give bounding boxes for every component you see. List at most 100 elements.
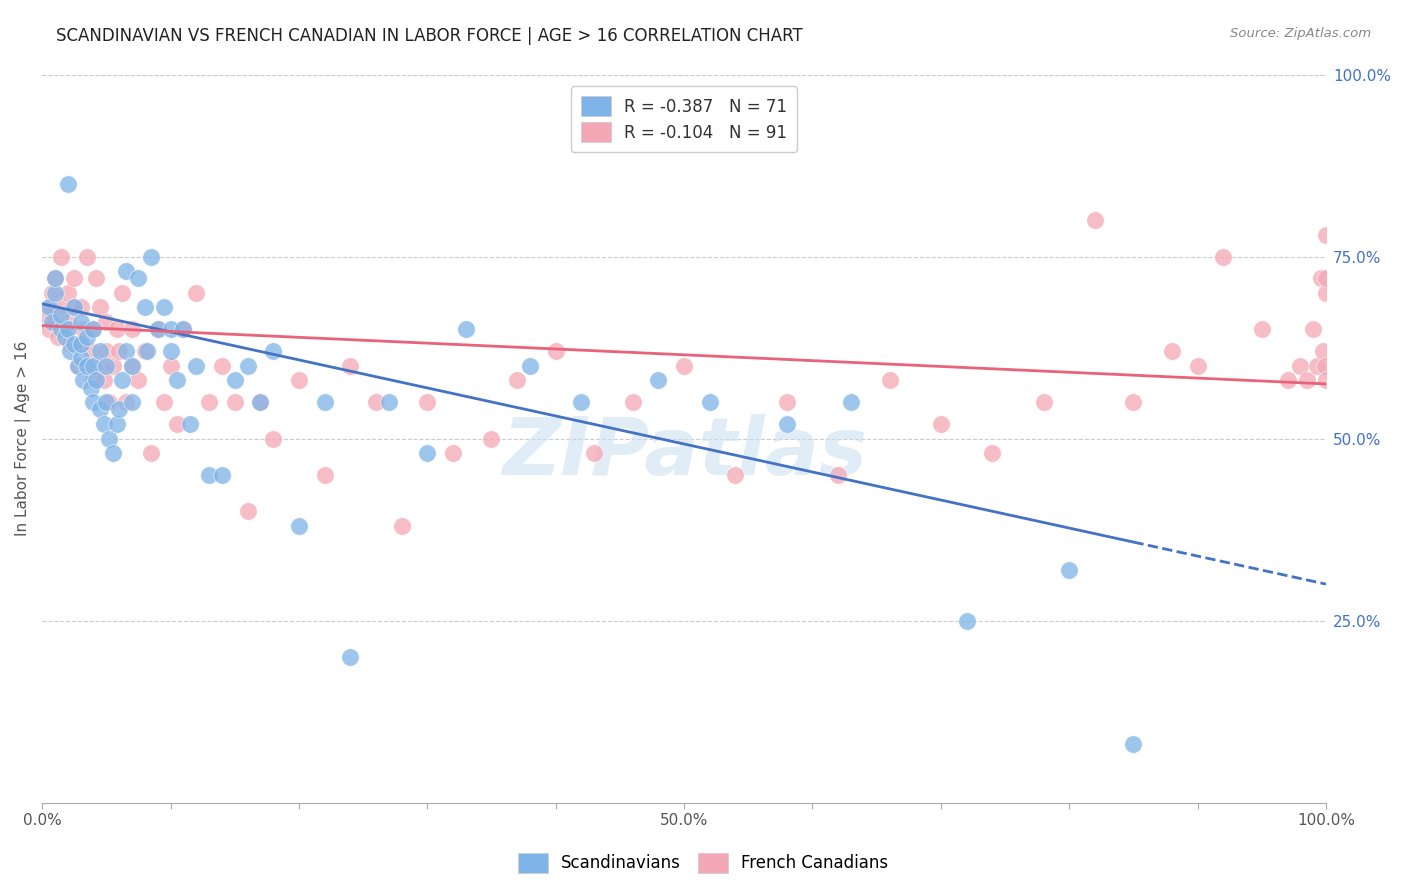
- Point: [53, 322, 76, 336]
- Point: [39, 301, 62, 315]
- Point: [236, 504, 259, 518]
- Text: Source: ZipAtlas.com: Source: ZipAtlas.com: [1230, 27, 1371, 40]
- Point: [41, 285, 63, 300]
- Point: [96, 395, 118, 409]
- Point: [211, 467, 233, 482]
- Point: [211, 359, 233, 373]
- Point: [59, 344, 82, 359]
- Point: [69, 351, 91, 366]
- Point: [89, 301, 111, 315]
- Point: [981, 446, 1004, 460]
- Point: [93, 373, 115, 387]
- Point: [89, 344, 111, 359]
- Point: [172, 322, 194, 336]
- Point: [186, 285, 208, 300]
- Point: [63, 337, 86, 351]
- Point: [262, 344, 284, 359]
- Point: [84, 271, 107, 285]
- Point: [101, 446, 124, 460]
- Point: [1315, 285, 1337, 300]
- Point: [111, 285, 134, 300]
- Point: [647, 373, 669, 387]
- Point: [105, 322, 128, 336]
- Point: [67, 359, 90, 373]
- Point: [38, 301, 60, 315]
- Point: [114, 344, 136, 359]
- Point: [46, 329, 69, 343]
- Point: [481, 432, 503, 446]
- Point: [288, 519, 311, 533]
- Point: [159, 322, 181, 336]
- Point: [114, 264, 136, 278]
- Point: [97, 432, 120, 446]
- Point: [198, 467, 221, 482]
- Point: [776, 395, 799, 409]
- Point: [198, 395, 221, 409]
- Point: [153, 395, 176, 409]
- Point: [569, 395, 592, 409]
- Point: [839, 395, 862, 409]
- Point: [288, 373, 311, 387]
- Point: [724, 467, 747, 482]
- Point: [44, 285, 66, 300]
- Point: [172, 322, 194, 336]
- Point: [89, 402, 111, 417]
- Point: [56, 177, 79, 191]
- Point: [72, 373, 94, 387]
- Point: [249, 395, 271, 409]
- Point: [134, 301, 156, 315]
- Point: [51, 322, 73, 336]
- Point: [1277, 373, 1299, 387]
- Point: [44, 271, 66, 285]
- Point: [121, 395, 143, 409]
- Point: [127, 373, 149, 387]
- Point: [1122, 395, 1144, 409]
- Point: [621, 395, 644, 409]
- Point: [51, 308, 73, 322]
- Point: [1289, 359, 1312, 373]
- Point: [166, 373, 188, 387]
- Point: [1306, 359, 1329, 373]
- Point: [378, 395, 401, 409]
- Point: [879, 373, 901, 387]
- Point: [59, 337, 82, 351]
- Point: [96, 344, 118, 359]
- Point: [67, 359, 90, 373]
- Point: [236, 359, 259, 373]
- Point: [1059, 563, 1081, 577]
- Point: [121, 322, 143, 336]
- Point: [1161, 344, 1184, 359]
- Point: [141, 446, 163, 460]
- Point: [63, 301, 86, 315]
- Point: [699, 395, 721, 409]
- Point: [41, 315, 63, 329]
- Point: [89, 359, 111, 373]
- Point: [166, 417, 188, 431]
- Point: [82, 322, 104, 336]
- Point: [56, 322, 79, 336]
- Point: [82, 359, 104, 373]
- Point: [1309, 271, 1331, 285]
- Point: [127, 271, 149, 285]
- Point: [63, 301, 86, 315]
- Point: [1312, 344, 1334, 359]
- Point: [1212, 250, 1234, 264]
- Point: [63, 271, 86, 285]
- Point: [80, 380, 103, 394]
- Point: [38, 322, 60, 336]
- Point: [146, 322, 169, 336]
- Point: [1313, 359, 1336, 373]
- Point: [929, 417, 952, 431]
- Point: [364, 395, 387, 409]
- Point: [1295, 373, 1317, 387]
- Point: [262, 432, 284, 446]
- Point: [114, 395, 136, 409]
- Point: [51, 250, 73, 264]
- Point: [35, 308, 58, 322]
- Point: [441, 446, 464, 460]
- Point: [96, 359, 118, 373]
- Point: [76, 250, 98, 264]
- Point: [146, 322, 169, 336]
- Point: [108, 402, 131, 417]
- Point: [93, 417, 115, 431]
